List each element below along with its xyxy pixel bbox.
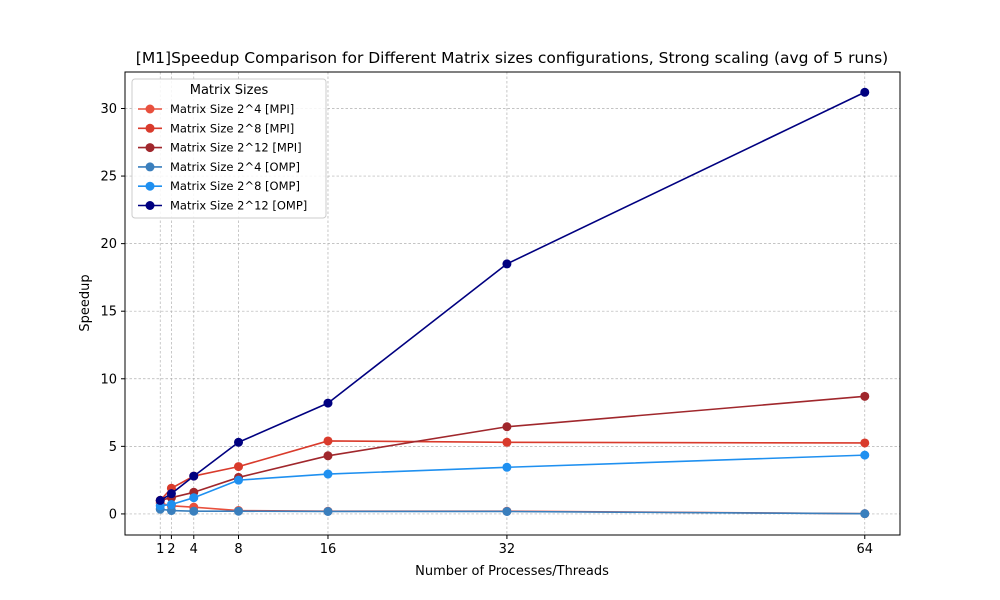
gridlines (125, 72, 900, 535)
legend-label: Matrix Size 2^12 [MPI] (170, 141, 302, 155)
data-point (166, 499, 176, 509)
legend-item: Matrix Size 2^12 [MPI] (138, 141, 302, 155)
legend-label: Matrix Size 2^8 [OMP] (170, 179, 300, 193)
legend-marker (145, 143, 155, 153)
series-5 (155, 450, 870, 511)
legend-box (131, 78, 327, 219)
legend-item: Matrix Size 2^8 [OMP] (138, 179, 300, 193)
data-point (860, 87, 870, 97)
legend: Matrix Sizes Matrix Size 2^4 [MPI]Matrix… (131, 78, 327, 219)
y-tick-label: 25 (100, 170, 117, 185)
legend-marker (145, 123, 155, 133)
data-point (323, 398, 333, 408)
data-point (502, 422, 512, 432)
data-point (155, 495, 165, 505)
y-axis-ticks: 0 5 10 15 20 25 30 (100, 102, 125, 522)
data-point (860, 509, 870, 519)
data-point (860, 450, 870, 460)
x-tick-label: 4 (190, 542, 198, 557)
data-point (234, 475, 244, 485)
plot-frame (124, 71, 901, 536)
data-point (234, 506, 244, 516)
legend-item: Matrix Size 2^4 [MPI] (138, 102, 294, 116)
data-point (323, 506, 333, 516)
chart-title: [M1]Speedup Comparison for Different Mat… (136, 49, 888, 67)
data-point (502, 259, 512, 269)
y-axis-label: Speedup (78, 274, 93, 331)
x-axis-ticks: 1 2 4 8 16 32 64 (156, 535, 873, 557)
x-tick-label: 1 (156, 542, 164, 557)
y-tick-label: 20 (100, 237, 117, 252)
x-axis-label: Number of Processes/Threads (415, 564, 609, 579)
data-point (323, 436, 333, 446)
data-point (502, 462, 512, 472)
data-point (189, 506, 199, 516)
legend-item: Matrix Size 2^4 [OMP] (138, 160, 300, 174)
legend-marker (145, 181, 155, 191)
legend-item: Matrix Size 2^12 [OMP] (138, 199, 307, 213)
data-point (323, 451, 333, 461)
legend-items: Matrix Size 2^4 [MPI] Matrix Size 2^8 [MP… (138, 102, 307, 213)
y-tick-label: 30 (100, 102, 117, 117)
legend-label: Matrix Size 2^4 [OMP] (170, 160, 300, 174)
y-tick-label: 0 (109, 507, 117, 522)
data-point (234, 462, 244, 472)
series-6 (155, 87, 870, 505)
data-point (189, 493, 199, 503)
data-point (860, 438, 870, 448)
series-4 (155, 504, 870, 519)
legend-marker (145, 201, 155, 210)
legend-label: Matrix Size 2^12 [OMP] (170, 199, 307, 213)
x-tick-label: 2 (167, 542, 175, 557)
legend-marker (145, 104, 155, 114)
data-point (502, 437, 512, 447)
legend-title: Matrix Sizes (190, 83, 269, 98)
y-tick-label: 10 (100, 372, 117, 387)
y-tick-label: 5 (109, 440, 117, 455)
legend-label: Matrix Size 2^8 [MPI] (170, 121, 294, 135)
legend-label: Matrix Size 2^4 [MPI] (170, 102, 294, 116)
x-tick-label: 8 (234, 542, 242, 557)
data-point (860, 391, 870, 401)
data-point (166, 489, 176, 499)
data-point (502, 506, 512, 516)
x-tick-label: 16 (320, 542, 337, 557)
data-point (189, 471, 199, 481)
legend-marker (145, 162, 155, 172)
data-point (323, 469, 333, 479)
data-point (234, 437, 244, 447)
series-layer (155, 87, 870, 519)
y-tick-label: 15 (100, 305, 117, 320)
legend-item: Matrix Size 2^8 [MPI] (138, 121, 294, 135)
x-tick-label: 64 (856, 542, 873, 557)
x-tick-label: 32 (499, 542, 516, 557)
